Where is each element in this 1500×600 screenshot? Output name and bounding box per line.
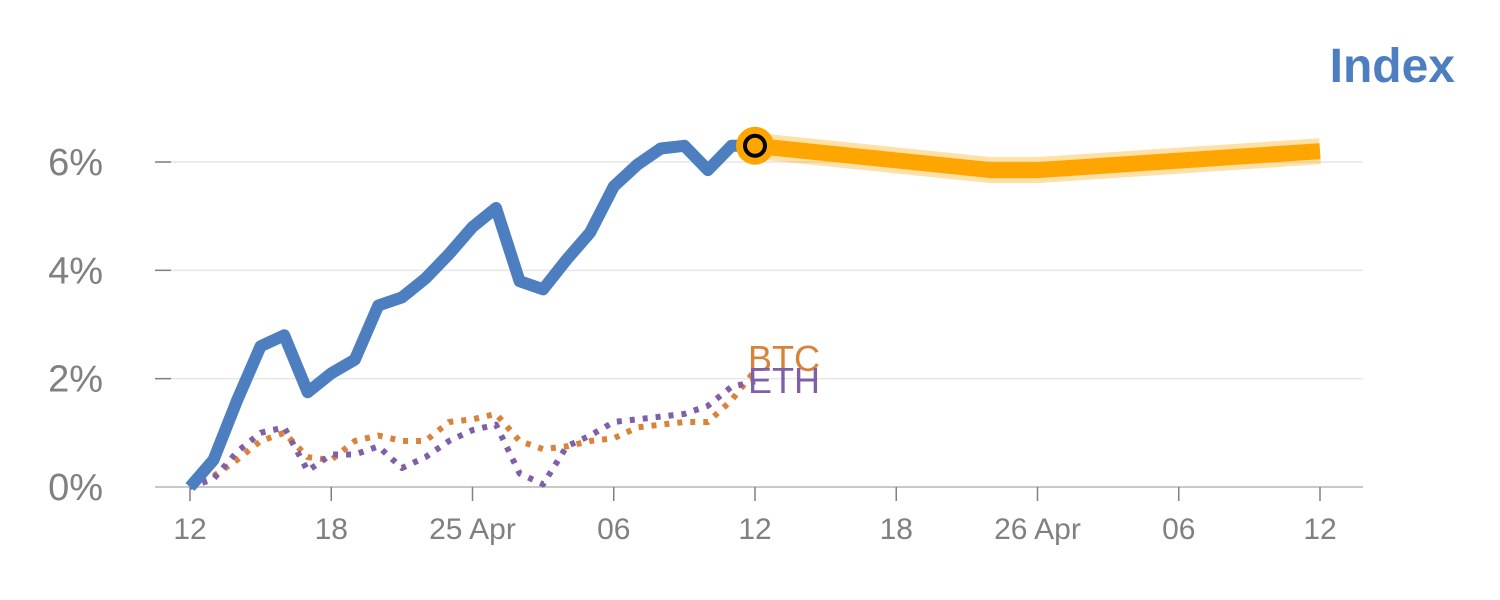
x-tick-label: 18 — [880, 513, 913, 546]
y-tick-label: 4% — [48, 250, 103, 292]
y-tick-label: 2% — [48, 359, 103, 401]
y-tick-label: 0% — [48, 467, 103, 509]
btc-series-label: BTC — [748, 338, 820, 379]
x-tick-label: 12 — [1303, 513, 1336, 546]
y-tick-label: 6% — [48, 142, 103, 184]
x-tick-label: 25 Apr — [429, 513, 516, 546]
x-tick-label: 12 — [738, 513, 771, 546]
x-tick-label: 12 — [173, 513, 206, 546]
x-tick-label: 06 — [597, 513, 630, 546]
chart-title: Index — [1330, 40, 1456, 93]
x-tick-label: 26 Apr — [994, 513, 1081, 546]
series-layer — [185, 126, 1321, 491]
current-point-halo — [736, 126, 774, 165]
x-tick-label: 18 — [315, 513, 348, 546]
index-line — [185, 139, 755, 491]
eth-line — [189, 378, 756, 490]
axes: 0% 2% 4% 6% 12 18 25 Apr 06 12 18 26 Apr 06 12 — [48, 142, 1363, 546]
eth-series-label: ETH — [748, 360, 820, 401]
current-point-marker — [743, 133, 767, 158]
forecast-line — [754, 137, 1321, 179]
x-tick-label: 06 — [1162, 513, 1195, 546]
